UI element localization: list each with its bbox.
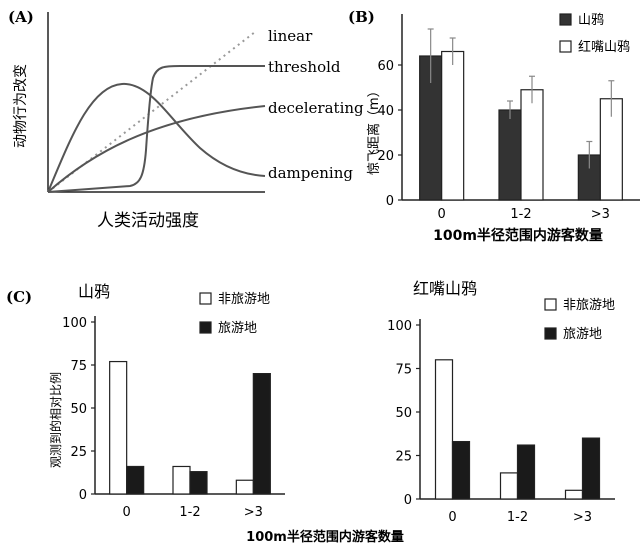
chart-title: 山鸦	[78, 282, 110, 301]
y-tick-label: 40	[377, 104, 394, 119]
bar	[499, 472, 519, 500]
curve-threshold	[47, 65, 265, 193]
x-tick-label: 1-2	[507, 510, 528, 525]
legend-swatch	[559, 13, 572, 26]
panel-a-label: (A)	[8, 8, 34, 26]
panel-a-x-label: 人类活动强度	[97, 211, 199, 231]
curve-decelerating	[47, 105, 266, 193]
x-tick-label: 1-2	[510, 207, 531, 222]
curve-label-linear: linear	[268, 27, 313, 45]
x-tick-label: 0	[438, 207, 446, 222]
y-tick-label: 50	[70, 402, 87, 417]
panel-a: (A) 动物行为改变 人类活动强度 linear threshold decel…	[8, 8, 364, 231]
y-tick-label: 0	[386, 194, 394, 209]
legend-label: 非旅游地	[563, 298, 615, 313]
legend-label: 山鸦	[578, 12, 604, 28]
bar	[581, 437, 601, 500]
y-tick-label: 25	[70, 445, 87, 460]
panel-b-label: (B)	[348, 8, 375, 26]
curve-label-threshold: threshold	[268, 58, 341, 76]
legend-label: 旅游地	[563, 327, 602, 342]
legend-label: 非旅游地	[218, 292, 270, 307]
curve-label-dampening: dampening	[268, 164, 353, 182]
legend-swatch	[199, 321, 212, 334]
bar	[235, 479, 254, 495]
y-tick-label: 20	[377, 149, 394, 164]
y-tick-label: 100	[62, 316, 87, 331]
bar	[564, 489, 584, 500]
chart-title: 红嘴山鸦	[413, 279, 477, 298]
panel-c-label: (C)	[6, 288, 32, 306]
x-tick-label: >3	[591, 207, 610, 222]
bar	[252, 373, 271, 495]
bar	[451, 440, 471, 500]
y-axis-label: 观测到的相对比例	[48, 372, 63, 468]
y-tick-label: 0	[79, 488, 87, 503]
bar	[498, 109, 522, 201]
x-tick-label: 0	[448, 510, 456, 525]
y-tick-label: 75	[395, 363, 412, 378]
bar	[520, 89, 544, 201]
x-tick-label: >3	[573, 510, 592, 525]
x-tick-label: >3	[244, 505, 263, 520]
bar	[126, 465, 145, 495]
bar	[516, 444, 536, 500]
legend-label: 红嘴山鸦	[578, 39, 630, 55]
legend-swatch	[544, 298, 557, 311]
y-tick-label: 0	[404, 493, 412, 508]
y-tick-label: 25	[395, 450, 412, 465]
legend-swatch	[199, 292, 212, 305]
legend-swatch	[559, 40, 572, 53]
y-tick-label: 75	[70, 359, 87, 374]
panel-a-y-label: 动物行为改变	[13, 64, 29, 148]
legend-label: 旅游地	[218, 321, 257, 336]
y-tick-label: 50	[395, 406, 412, 421]
x-axis-label: 100m半径范围内游客数量	[246, 529, 404, 545]
bar	[189, 471, 208, 495]
y-axis-label: 惊飞距离（m）	[366, 84, 382, 175]
bar	[434, 359, 454, 500]
x-tick-label: 0	[123, 505, 131, 520]
x-axis-label: 100m半径范围内游客数量	[433, 227, 603, 244]
curve-dampening	[47, 82, 266, 193]
y-tick-label: 100	[387, 319, 412, 334]
bar	[441, 50, 465, 201]
y-tick-label: 60	[377, 59, 394, 74]
bar	[109, 360, 128, 495]
curve-label-decelerating: decelerating	[268, 99, 364, 117]
bar	[172, 465, 191, 495]
x-tick-label: 1-2	[179, 505, 200, 520]
legend-swatch	[544, 327, 557, 340]
